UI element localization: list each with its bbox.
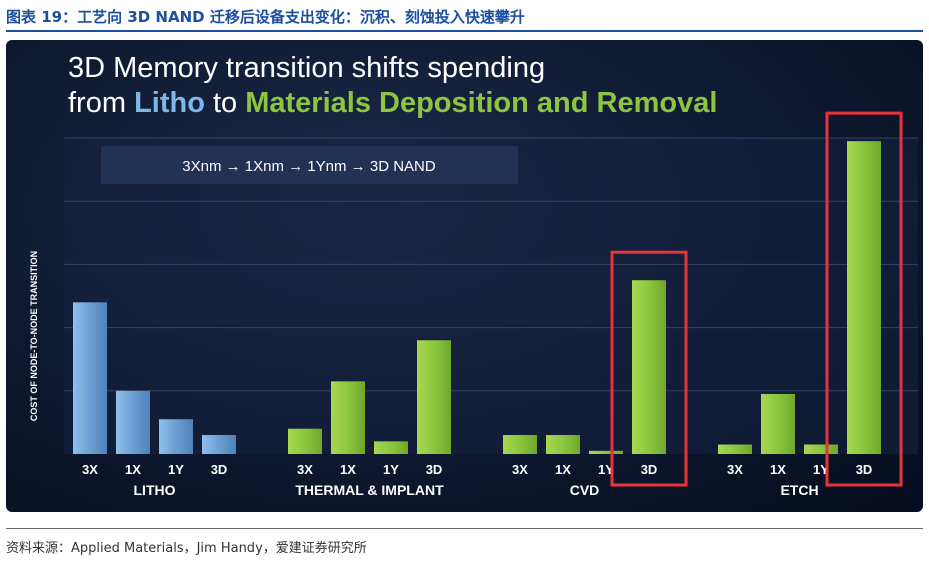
source-note: 资料来源：Applied Materials，Jim Handy，爱建证券研究所 bbox=[6, 528, 923, 556]
tick-label: 3X bbox=[727, 462, 743, 477]
bar-litho-3x bbox=[73, 302, 107, 454]
bar-litho-1x bbox=[116, 390, 150, 454]
tick-label: 1X bbox=[125, 462, 141, 477]
tick-label: 3X bbox=[297, 462, 313, 477]
tick-label: 1X bbox=[555, 462, 571, 477]
y-axis-label: COST OF NODE-TO-NODE TRANSITION bbox=[29, 251, 39, 421]
bar-etch-3x bbox=[718, 444, 752, 454]
tick-label: 1Y bbox=[598, 462, 614, 477]
group-label: LITHO bbox=[134, 482, 176, 498]
tick-label: 1Y bbox=[168, 462, 184, 477]
tick-label: 1Y bbox=[813, 462, 829, 477]
bar-etch-1y bbox=[804, 444, 838, 454]
tick-label: 1X bbox=[340, 462, 356, 477]
bar-thermal-implant-1x bbox=[331, 381, 365, 454]
bar-cvd-1x bbox=[546, 435, 580, 454]
bar-litho-3d bbox=[202, 435, 236, 454]
highlight-box bbox=[610, 250, 688, 487]
bar-etch-1x bbox=[761, 393, 795, 454]
bar-cvd-1y bbox=[589, 450, 623, 454]
tick-label: 1X bbox=[770, 462, 786, 477]
bar-cvd-3x bbox=[503, 435, 537, 454]
group-label: THERMAL & IMPLANT bbox=[295, 482, 444, 498]
tick-label: 3D bbox=[641, 462, 658, 477]
bar-etch-3d bbox=[847, 141, 881, 454]
group-label: CVD bbox=[570, 482, 600, 498]
progression-text: 3Xnm → 1Xnm → 1Ynm → 3D NAND bbox=[182, 158, 436, 175]
tick-label: 3D bbox=[426, 462, 443, 477]
tick-label: 1Y bbox=[383, 462, 399, 477]
bar-thermal-implant-3d bbox=[417, 340, 451, 454]
tick-label: 3D bbox=[211, 462, 228, 477]
bar-litho-1y bbox=[159, 419, 193, 454]
chart-panel: 3D Memory transition shifts spending from… bbox=[6, 40, 923, 512]
chart-title-line1: 3D Memory transition shifts spending bbox=[68, 52, 545, 84]
bar-thermal-implant-3x bbox=[288, 428, 322, 454]
group-label: ETCH bbox=[780, 482, 818, 498]
chart-svg: 3D Memory transition shifts spendingfrom… bbox=[29, 52, 918, 498]
highlight-box bbox=[825, 111, 903, 487]
progression-box bbox=[101, 146, 518, 184]
figure-title: 图表 19：工艺向 3D NAND 迁移后设备支出变化：沉积、刻蚀投入快速攀升 bbox=[6, 4, 923, 32]
bar-thermal-implant-1y bbox=[374, 441, 408, 454]
bar-cvd-3d bbox=[632, 280, 666, 454]
tick-label: 3X bbox=[82, 462, 98, 477]
tick-label: 3X bbox=[512, 462, 528, 477]
chart-title-line2: from Litho to Materials Deposition and R… bbox=[68, 87, 717, 119]
tick-label: 3D bbox=[856, 462, 873, 477]
